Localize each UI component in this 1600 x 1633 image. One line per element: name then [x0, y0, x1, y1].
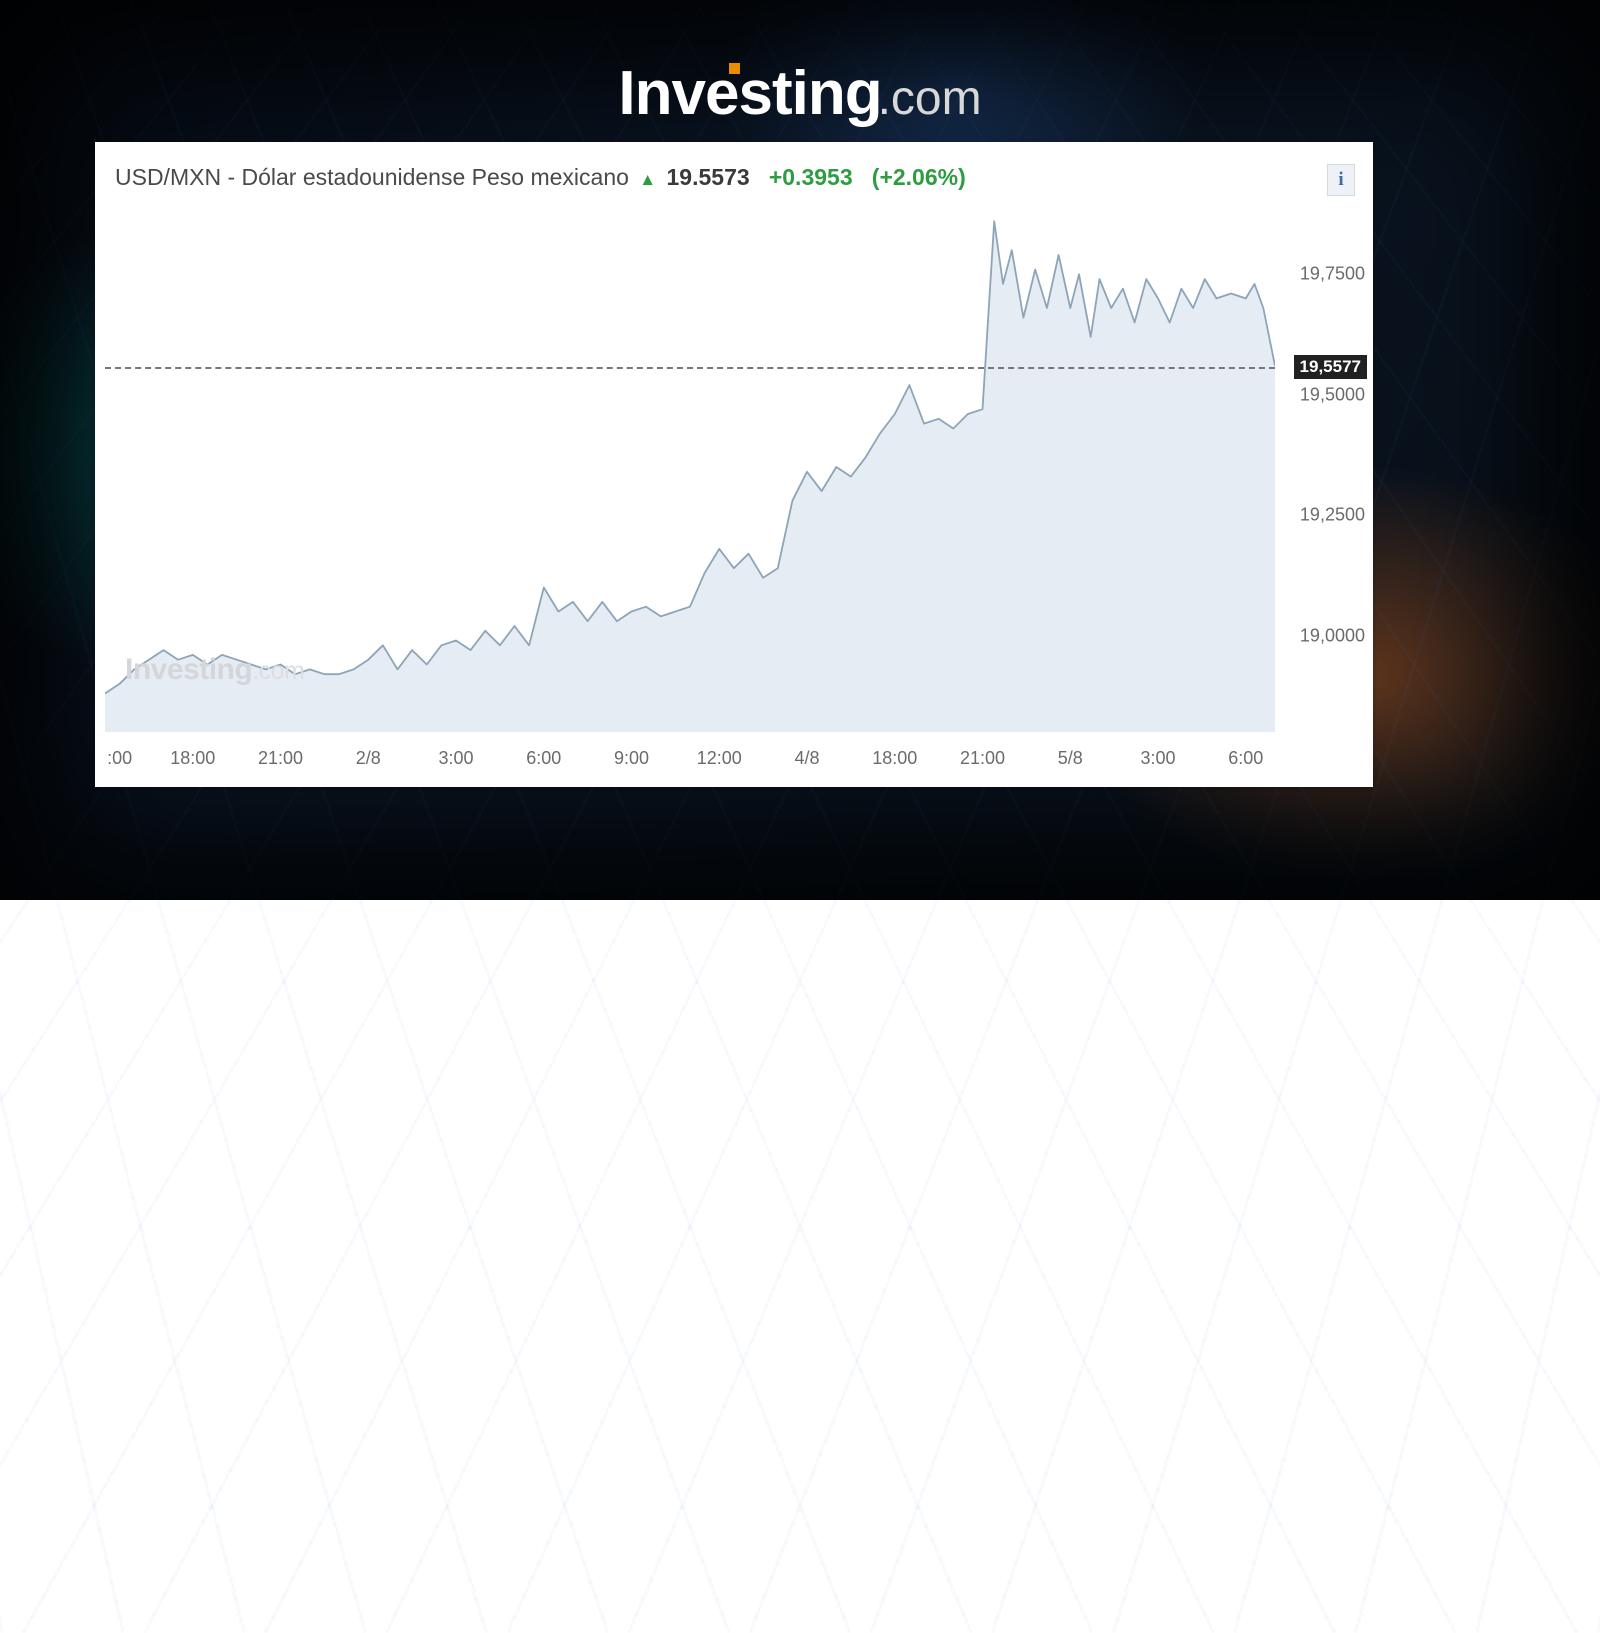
- chart-watermark: Investing.com: [125, 653, 304, 687]
- pair-title: USD/MXN - Dólar estadounidense Peso mexi…: [115, 164, 629, 190]
- chart-header: USD/MXN - Dólar estadounidense Peso mexi…: [115, 164, 1353, 191]
- chart-panel: USD/MXN - Dólar estadounidense Peso mexi…: [95, 142, 1373, 787]
- brand-suffix: .com: [878, 72, 982, 125]
- brand-logo: Investing.com: [0, 58, 1600, 129]
- y-tick-label: 19,5000: [1300, 384, 1365, 405]
- x-tick-label: 4/8: [794, 748, 819, 769]
- brand-name: Investing: [618, 58, 881, 129]
- x-axis: :00 18:00 21:00 2/8 3:00 6:00 9:00 12:00 4/8 18:0…: [105, 737, 1275, 777]
- x-tick-label: 18:00: [872, 748, 917, 769]
- x-tick-label: 21:00: [258, 748, 303, 769]
- y-tick-label: 19,2500: [1300, 505, 1365, 526]
- x-tick-label: 5/8: [1058, 748, 1083, 769]
- y-tick-label: 19,7500: [1300, 264, 1365, 285]
- x-tick-label: 18:00: [170, 748, 215, 769]
- info-icon: i: [1338, 169, 1343, 190]
- x-tick-label: 21:00: [960, 748, 1005, 769]
- x-tick-label: 6:00: [526, 748, 561, 769]
- current-value-line: [105, 367, 1275, 369]
- current-value-badge: 19,5577: [1294, 355, 1367, 379]
- x-tick-label: 6:00: [1228, 748, 1263, 769]
- x-tick-label: 9:00: [614, 748, 649, 769]
- price-change: +0.3953: [769, 164, 853, 190]
- arrow-up-icon: ▲: [639, 170, 656, 189]
- info-button[interactable]: i: [1327, 164, 1355, 196]
- y-axis: 19,7500 19,5000 19,2500 19,0000 19,5577: [1279, 202, 1369, 732]
- x-tick-label: 3:00: [1140, 748, 1175, 769]
- x-tick-label: :00: [107, 748, 132, 769]
- current-price: 19.5573: [667, 164, 750, 190]
- x-tick-label: 12:00: [697, 748, 742, 769]
- price-change-pct: (+2.06%): [872, 164, 966, 190]
- x-tick-label: 2/8: [356, 748, 381, 769]
- x-tick-label: 3:00: [438, 748, 473, 769]
- brand-accent-dot: [729, 63, 740, 74]
- y-tick-label: 19,0000: [1300, 625, 1365, 646]
- watermark-text: Investing: [125, 653, 252, 686]
- watermark-suffix: .com: [252, 657, 304, 685]
